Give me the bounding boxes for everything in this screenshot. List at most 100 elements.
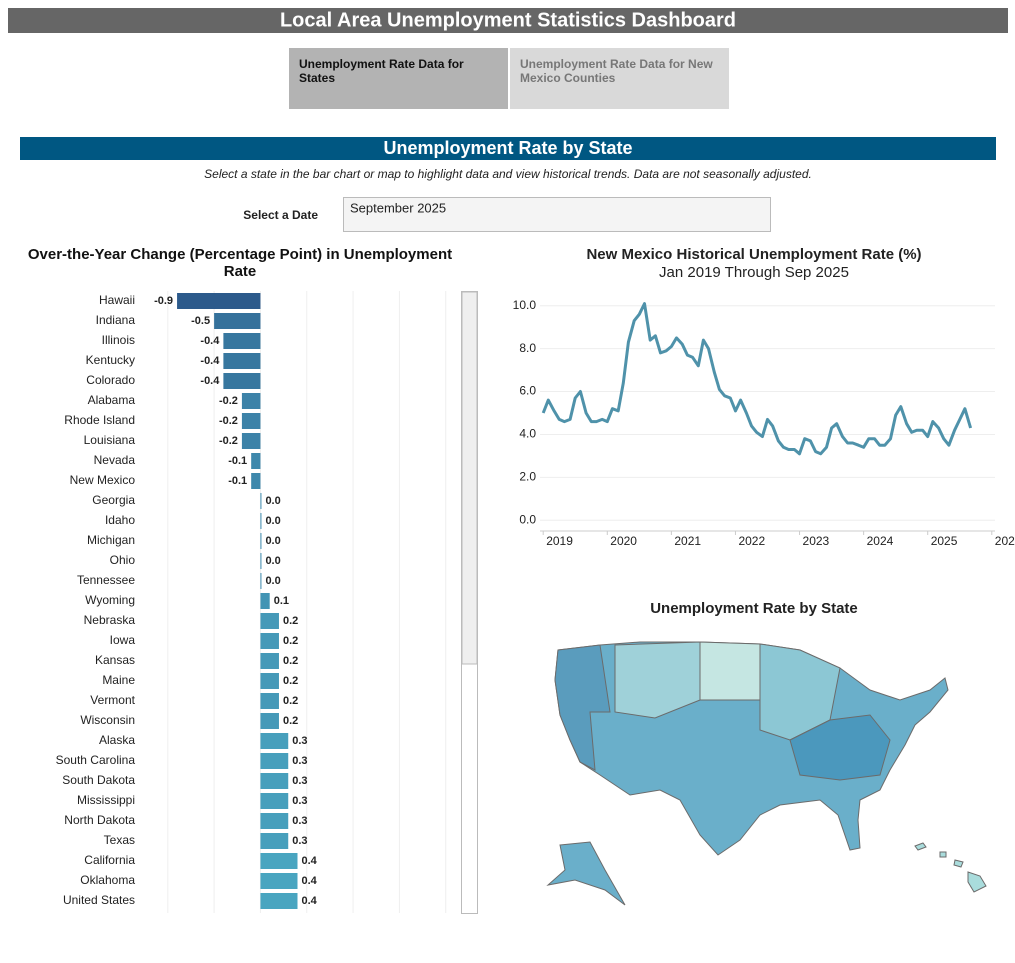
date-select[interactable] [343, 197, 771, 232]
date-value[interactable]: September 2025 [350, 200, 446, 215]
x-tick-label: 2020 [610, 534, 637, 548]
data-label: 0.3 [292, 775, 307, 787]
bar[interactable] [260, 753, 289, 769]
data-label: 0.3 [292, 835, 307, 847]
x-tick-label: 2022 [738, 534, 765, 548]
y-tick-label: 10.0 [513, 298, 537, 312]
data-label: 0.0 [265, 535, 280, 547]
bar[interactable] [241, 393, 261, 409]
bar[interactable] [260, 593, 270, 609]
header-bar [8, 8, 1008, 33]
data-label: 0.2 [283, 655, 298, 667]
bar[interactable] [260, 673, 279, 689]
bar[interactable] [260, 653, 279, 669]
scroll-thumb[interactable] [461, 291, 478, 665]
y-tick-label: Idaho [105, 513, 135, 527]
bar[interactable] [260, 893, 298, 909]
map-southeast[interactable] [789, 714, 891, 781]
tab-label[interactable]: Unemployment Rate Data for States [299, 57, 464, 85]
bar[interactable] [260, 853, 298, 869]
bar[interactable] [223, 373, 261, 389]
data-label: -0.4 [200, 375, 220, 387]
bar[interactable] [260, 633, 279, 649]
y-tick-label: Nevada [94, 453, 136, 467]
data-label: -0.4 [200, 355, 220, 367]
y-tick-label: Indiana [96, 313, 136, 327]
x-tick-label: 2025 [931, 534, 958, 548]
y-tick-label: Mississippi [77, 793, 135, 807]
bar[interactable] [260, 713, 279, 729]
data-label: 0.2 [283, 635, 298, 647]
y-tick-label: United States [63, 893, 135, 907]
y-tick-label: Iowa [110, 633, 136, 647]
bar[interactable] [260, 793, 289, 809]
x-tick-label: 2026 [995, 534, 1015, 548]
data-label: -0.1 [228, 455, 247, 467]
data-label: 0.3 [292, 815, 307, 827]
bar[interactable] [260, 833, 289, 849]
y-tick-label: 2.0 [519, 470, 536, 484]
header-title: Local Area Unemployment Statistics Dashb… [280, 9, 736, 31]
tab[interactable] [289, 48, 508, 109]
y-tick-label: 8.0 [519, 341, 536, 355]
bar[interactable] [260, 533, 262, 549]
bar[interactable] [260, 613, 279, 629]
bar[interactable] [241, 433, 261, 449]
line-title: New Mexico Historical Unemployment Rate … [586, 246, 921, 263]
map-west-coast[interactable] [554, 644, 611, 771]
data-label: -0.5 [191, 315, 210, 327]
bar[interactable] [260, 773, 289, 789]
y-tick-label: New Mexico [70, 473, 136, 487]
section-title: Unemployment Rate by State [383, 138, 632, 158]
bar[interactable] [260, 733, 289, 749]
y-tick-label: Hawaii [99, 293, 135, 307]
bar[interactable] [251, 473, 261, 489]
y-tick-label: North Dakota [64, 813, 135, 827]
bar[interactable] [223, 333, 261, 349]
data-label: 0.3 [292, 735, 307, 747]
map-mountain[interactable] [614, 641, 701, 719]
data-label: -0.2 [219, 415, 238, 427]
y-tick-label: Georgia [92, 493, 135, 507]
y-tick-label: Alaska [99, 733, 135, 747]
tab[interactable] [510, 48, 729, 109]
bar-plot: Hawaii -0.9 Indiana -0.5 Illinois -0.4 Kentuck… [56, 291, 447, 913]
y-tick-label: Kentucky [86, 353, 135, 367]
data-label: -0.4 [200, 335, 220, 347]
bar[interactable] [260, 693, 279, 709]
filter-label: Select a Date [243, 208, 318, 222]
bar[interactable] [260, 513, 262, 529]
map-alaska[interactable] [546, 841, 626, 906]
bar[interactable] [260, 573, 262, 589]
line-series [541, 302, 973, 456]
bar[interactable] [260, 493, 262, 509]
data-label: 0.4 [302, 855, 318, 867]
y-tick-label: 4.0 [519, 427, 536, 441]
y-tick-label: Illinois [102, 333, 135, 347]
data-label: -0.9 [154, 295, 173, 307]
bar[interactable] [177, 293, 261, 309]
data-label: 0.3 [292, 755, 307, 767]
data-label: 0.0 [265, 575, 280, 587]
map-hawaii[interactable] [914, 842, 987, 893]
y-tick-label: Kansas [95, 653, 135, 667]
y-tick-label: Louisiana [84, 433, 136, 447]
y-tick-label: Texas [104, 833, 135, 847]
bar[interactable] [260, 813, 289, 829]
y-tick-label: Maine [102, 673, 135, 687]
bar[interactable] [260, 873, 298, 889]
map-dakotas[interactable] [699, 641, 761, 701]
bar[interactable] [214, 313, 261, 329]
tab-label[interactable]: Unemployment Rate Data for New Mexico Co… [520, 57, 713, 85]
bar[interactable] [260, 553, 262, 569]
data-label: -0.2 [219, 435, 238, 447]
x-tick-label: 2023 [803, 534, 830, 548]
bar[interactable] [241, 413, 261, 429]
x-tick-label: 2019 [546, 534, 573, 548]
map [546, 641, 987, 906]
bar[interactable] [223, 353, 261, 369]
y-tick-label: Alabama [88, 393, 136, 407]
bar[interactable] [251, 453, 261, 469]
data-label: -0.2 [219, 395, 238, 407]
